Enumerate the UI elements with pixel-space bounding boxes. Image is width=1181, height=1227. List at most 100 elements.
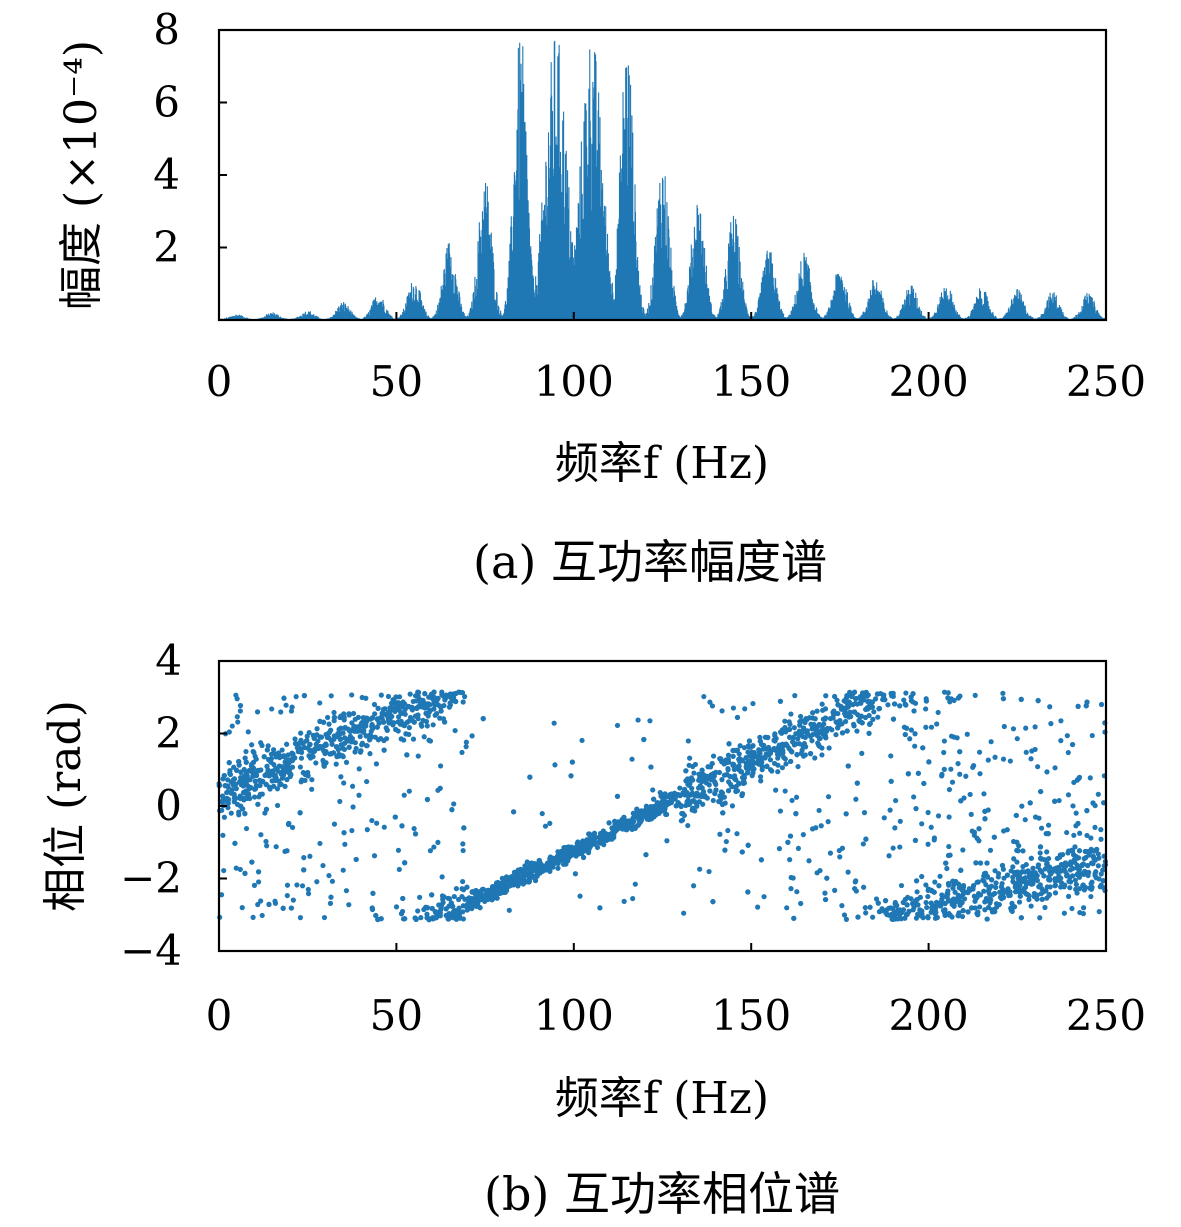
phase-point: [559, 848, 565, 854]
phase-point: [834, 697, 840, 703]
phase-point: [949, 779, 956, 785]
phase-point: [952, 889, 958, 895]
phase-point: [881, 692, 887, 698]
phase-point: [919, 908, 925, 914]
phase-point: [453, 690, 459, 697]
phase-point: [923, 899, 929, 906]
phase-point: [485, 896, 491, 902]
phase-point: [941, 766, 947, 772]
phase-point: [569, 759, 575, 765]
phase-point: [465, 906, 471, 912]
phase-point: [598, 835, 604, 841]
phase-point: [331, 714, 337, 721]
phase-point: [364, 827, 370, 833]
phase-point: [307, 755, 314, 761]
phase-point: [250, 914, 256, 920]
phase-point: [787, 833, 794, 839]
phase-point: [1051, 866, 1057, 872]
phase-point: [853, 878, 859, 884]
phase-point: [402, 721, 408, 728]
phase-point: [797, 722, 803, 728]
phase-point: [1013, 812, 1019, 819]
phase-point: [1076, 848, 1083, 854]
phase-point: [591, 830, 598, 836]
phase-point: [410, 736, 417, 742]
y-axis-label-b: 相位 (rad): [40, 700, 91, 912]
phase-point: [925, 915, 931, 921]
phase-point: [1000, 894, 1007, 901]
phase-point: [960, 847, 966, 853]
phase-point: [453, 698, 459, 705]
phase-point: [244, 791, 250, 797]
phase-point: [270, 768, 276, 774]
phase-point: [369, 905, 375, 911]
phase-point: [292, 741, 299, 747]
phase-point: [1093, 875, 1099, 881]
phase-point: [832, 693, 838, 700]
phase-point: [1085, 862, 1091, 869]
phase-point: [911, 904, 917, 910]
phase-point: [221, 814, 228, 820]
phase-point: [547, 868, 553, 874]
phase-point: [970, 883, 977, 889]
phase-point: [456, 912, 462, 919]
phase-point: [798, 900, 804, 907]
phase-point: [1031, 870, 1037, 876]
phase-point: [950, 885, 956, 891]
phase-point: [722, 800, 728, 806]
phase-point: [1048, 721, 1054, 727]
phase-point: [423, 710, 429, 717]
phase-point: [755, 904, 761, 910]
phase-point: [564, 855, 570, 862]
phase-point: [1028, 756, 1034, 762]
phase-point: [264, 763, 270, 769]
phase-point: [387, 717, 393, 723]
phase-point: [274, 786, 281, 792]
phase-point: [387, 705, 393, 711]
phase-point: [991, 834, 997, 840]
phase-point: [278, 709, 284, 715]
phase-point: [374, 724, 380, 730]
phase-point: [955, 913, 962, 919]
phase-point: [466, 902, 472, 908]
phase-point: [717, 799, 723, 805]
phase-point: [402, 701, 408, 707]
phase-point: [697, 866, 703, 872]
phase-point: [298, 755, 305, 761]
phase-point: [677, 785, 683, 791]
phase-point: [788, 886, 794, 892]
phase-point: [464, 884, 470, 890]
phase-point: [451, 801, 457, 807]
phase-point: [282, 759, 288, 765]
phase-point: [726, 741, 732, 747]
phase-point: [776, 742, 782, 748]
phase-point: [661, 795, 667, 802]
phase-point: [222, 783, 228, 789]
phase-point: [945, 852, 952, 859]
phase-point: [411, 719, 417, 725]
phase-point: [842, 718, 849, 725]
phase-point: [1064, 873, 1070, 879]
phase-point: [526, 872, 532, 878]
phase-point: [460, 878, 466, 885]
phase-point: [908, 727, 914, 733]
phase-point: [790, 875, 796, 881]
phase-point: [795, 845, 802, 852]
phase-point: [741, 778, 747, 784]
phase-point: [984, 873, 990, 880]
phase-point: [381, 824, 387, 830]
phase-point: [869, 699, 876, 705]
phase-point: [256, 794, 262, 800]
y-tick-label-b: −2: [120, 854, 182, 903]
phase-point: [946, 786, 953, 793]
phase-point: [886, 853, 892, 859]
phase-point: [1010, 874, 1016, 880]
phase-point: [426, 737, 432, 743]
phase-point: [1044, 860, 1050, 866]
phase-point: [712, 790, 718, 797]
phase-point: [536, 857, 542, 864]
phase-point: [331, 821, 338, 827]
phase-point: [746, 744, 752, 750]
